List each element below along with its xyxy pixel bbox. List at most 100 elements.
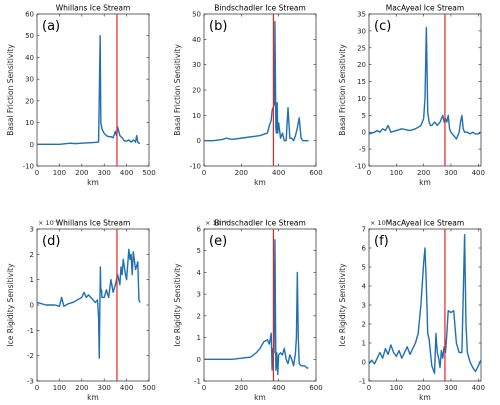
y-tick-label: 5 (362, 264, 366, 272)
x-tick-label: 400 (472, 384, 485, 392)
y-tick-label: 50 (192, 11, 201, 19)
panel-title: Whillans Ice Stream (56, 4, 131, 13)
x-tick-label: 400 (272, 384, 285, 392)
y-tick-label: 3 (30, 226, 34, 234)
x-tick-label: 500 (142, 384, 155, 392)
y-axis-label: Ice Rigidity Sensitivity (6, 263, 15, 347)
axis-exponent: × 10⁻⁵ (38, 219, 60, 227)
y-tick-label: -2 (27, 352, 34, 360)
y-tick-label: 7 (362, 226, 366, 234)
y-tick-label: 1 (362, 340, 366, 348)
y-tick-label: -1 (359, 378, 366, 386)
series-line (204, 239, 309, 376)
x-tick-label: 400 (120, 384, 133, 392)
x-tick-label: 500 (142, 169, 155, 177)
x-tick-label: 100 (390, 169, 403, 177)
y-axis-label: Basal Friction Sensitivity (338, 44, 347, 136)
y-tick-label: 2 (30, 251, 34, 259)
series-line (36, 248, 141, 359)
x-axis-label: km (87, 393, 99, 402)
y-tick-label: -1 (194, 378, 201, 386)
y-tick-label: 50 (25, 32, 34, 40)
panel-title: Whillans Ice Stream (56, 219, 131, 228)
axis-exponent: × 10⁻⁵ (370, 219, 392, 227)
y-tick-label: 40 (192, 36, 201, 44)
y-tick-label: 30 (357, 27, 366, 35)
x-tick-label: 600 (309, 169, 322, 177)
x-axis-label: km (419, 393, 431, 402)
x-tick-label: 300 (98, 169, 111, 177)
panel-title: MacAyeal Ice Stream (386, 4, 464, 13)
x-tick-label: 200 (417, 169, 430, 177)
panel-title: Bindschadler Ice Stream (214, 4, 306, 13)
y-axis-label: Ice Rigidity Sensitivity (338, 263, 347, 347)
y-tick-label: 0 (197, 356, 201, 364)
series-line (368, 234, 482, 375)
y-tick-label: 35 (357, 11, 366, 19)
y-tick-label: 0 (362, 359, 366, 367)
x-tick-label: 300 (98, 384, 111, 392)
y-axis-label: Basal Friction Sensitivity (6, 44, 15, 136)
y-tick-label: 10 (25, 119, 34, 127)
x-tick-label: 100 (390, 384, 403, 392)
y-tick-label: 2 (197, 312, 201, 320)
panel-letter: (d) (42, 234, 60, 249)
y-tick-label: 0 (197, 137, 201, 145)
plot-area-2 (203, 13, 317, 167)
x-tick-label: 200 (235, 384, 248, 392)
y-tick-label: -10 (23, 163, 34, 171)
y-tick-label: 4 (197, 269, 202, 277)
y-tick-label: 15 (357, 78, 366, 86)
x-tick-label: 400 (120, 169, 133, 177)
panel-letter: (b) (209, 19, 227, 34)
x-axis-label: km (254, 393, 266, 402)
y-tick-label: 40 (25, 54, 34, 62)
panel-letter: (c) (374, 19, 391, 34)
x-tick-label: 200 (417, 384, 430, 392)
y-axis-label: Ice Rigidity Sensitivity (173, 263, 182, 347)
x-axis-label: km (419, 178, 431, 187)
y-tick-label: 10 (192, 112, 201, 120)
y-tick-label: 20 (192, 87, 201, 95)
series-line (204, 20, 309, 142)
y-axis-label: Basal Friction Sensitivity (173, 44, 182, 136)
y-tick-label: 30 (192, 61, 201, 69)
x-axis-label: km (254, 178, 266, 187)
y-tick-label: 0 (30, 141, 34, 149)
y-tick-label: 1 (197, 334, 201, 342)
x-tick-label: 0 (367, 384, 371, 392)
y-tick-label: 0 (30, 302, 34, 310)
x-tick-label: 0 (202, 169, 206, 177)
series-line (368, 26, 482, 140)
x-tick-label: 400 (472, 169, 485, 177)
x-tick-label: 0 (367, 169, 371, 177)
x-tick-label: 200 (235, 169, 248, 177)
x-tick-label: 100 (53, 169, 66, 177)
y-tick-label: 2 (362, 321, 366, 329)
x-tick-label: 200 (75, 169, 88, 177)
y-tick-label: 25 (357, 44, 366, 52)
x-tick-label: 200 (75, 384, 88, 392)
y-tick-label: 0 (362, 129, 366, 137)
y-tick-label: 10 (357, 95, 366, 103)
y-tick-label: 3 (197, 291, 201, 299)
y-tick-label: 3 (362, 302, 366, 310)
x-axis-label: km (87, 178, 99, 187)
y-tick-label: 20 (357, 61, 366, 69)
y-tick-label: -5 (359, 146, 366, 154)
x-tick-label: 300 (444, 169, 457, 177)
x-tick-label: 600 (309, 384, 322, 392)
y-tick-label: -10 (190, 163, 201, 171)
panel-letter: (e) (209, 234, 227, 249)
x-tick-label: 0 (35, 384, 39, 392)
x-tick-label: 0 (202, 384, 206, 392)
axis-exponent: × 10⁻⁵ (205, 219, 227, 227)
y-tick-label: 5 (197, 247, 201, 255)
y-tick-label: 20 (25, 97, 34, 105)
x-tick-label: 0 (35, 169, 39, 177)
y-tick-label: 5 (362, 112, 366, 120)
y-tick-label: -10 (355, 163, 366, 171)
panel-letter: (f) (374, 234, 389, 249)
y-tick-label: 6 (362, 245, 367, 253)
